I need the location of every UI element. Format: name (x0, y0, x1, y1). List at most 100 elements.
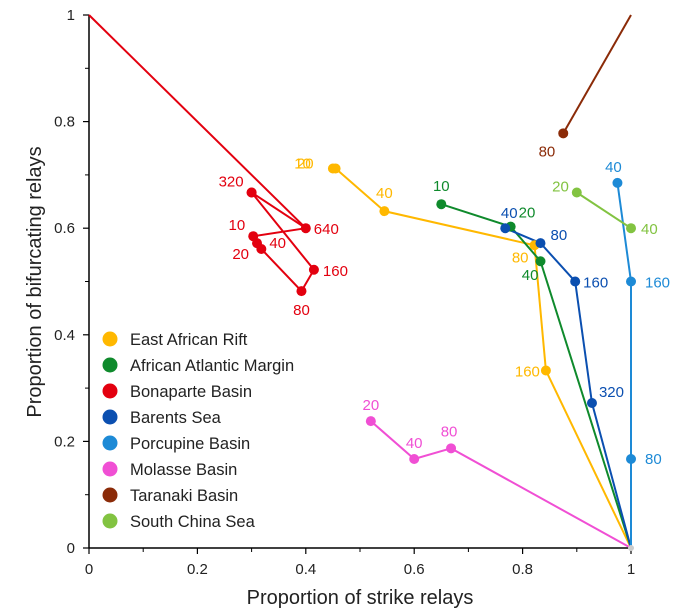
y-tick-label: 0.4 (54, 327, 75, 344)
data-label: 80 (441, 423, 458, 440)
data-point (379, 206, 390, 217)
legend-label: Taranaki Basin (130, 487, 238, 505)
axis-ticks: 0 0.2 0.4 0.6 0.8 100.20.40.60.81 (54, 7, 635, 578)
data-label: 40 (406, 435, 423, 452)
data-label: 20 (297, 156, 314, 173)
data-point (500, 223, 511, 234)
data-label: 20 (362, 397, 379, 414)
data-point (365, 416, 376, 427)
data-label: 160 (583, 275, 608, 292)
frame-lines (88, 14, 632, 229)
data-label: 40 (605, 159, 622, 176)
legend-item: East African Rift (102, 331, 248, 349)
data-point (586, 398, 597, 409)
x-tick-label: 0.2 (187, 561, 208, 578)
data-label: 320 (219, 173, 244, 190)
data-point (296, 286, 307, 297)
data-label: 160 (323, 263, 348, 280)
data-point (570, 276, 581, 287)
data-label: 80 (512, 249, 529, 266)
data-label: 40 (641, 221, 658, 238)
legend-swatch (102, 487, 118, 503)
legend-label: South China Sea (130, 513, 256, 531)
legend-item: Bonaparte Basin (102, 383, 252, 401)
data-label: 10 (229, 217, 246, 234)
x-tick-label: 0.4 (295, 561, 316, 578)
data-label: 320 (599, 384, 624, 401)
data-label: 10 (433, 178, 450, 195)
x-tick-label: 0.8 (512, 561, 533, 578)
legend-label: Porcupine Basin (130, 435, 250, 453)
data-point (571, 187, 582, 198)
x-tick-label: 1 (627, 561, 635, 578)
data-label: 40 (522, 267, 539, 284)
data-label: 80 (293, 302, 310, 319)
data-point (256, 243, 267, 254)
data-label: 40 (269, 235, 286, 252)
frame-line (88, 14, 307, 229)
legend-swatch (102, 435, 118, 451)
data-point (308, 264, 319, 275)
x-axis-label: Proportion of strike relays (247, 587, 474, 609)
data-label: 40 (376, 185, 393, 202)
data-label: 40 (501, 205, 518, 222)
data-label: 160 (645, 275, 670, 292)
y-axis-label: Proportion of bifurcating relays (24, 146, 46, 417)
y-tick-label: 0.2 (54, 433, 75, 450)
data-point (626, 453, 636, 464)
data-label: 20 (519, 205, 536, 222)
series-line (370, 420, 632, 549)
legend-label: African Atlantic Margin (130, 357, 294, 375)
data-point (628, 545, 634, 551)
data-point (535, 238, 546, 249)
legend-swatch (102, 383, 118, 399)
data-point (409, 453, 420, 464)
data-label: 20 (552, 178, 569, 195)
data-point (327, 163, 338, 174)
data-point (626, 223, 636, 234)
data-point (626, 276, 636, 287)
y-tick-label: 1 (67, 7, 75, 24)
legend-swatch (102, 513, 118, 529)
legend-label: East African Rift (130, 331, 248, 349)
x-tick-label: 0 (85, 561, 93, 578)
data-point (535, 256, 546, 267)
x-tick-label: 0.6 (404, 561, 425, 578)
data-label: 20 (232, 246, 249, 263)
data-label: 640 (314, 221, 339, 238)
data-point (436, 199, 447, 210)
legend-swatch (102, 331, 118, 347)
data-point (540, 365, 551, 376)
data-point (612, 177, 623, 188)
data-point (446, 443, 457, 454)
series-points (246, 128, 636, 551)
y-tick-label: 0 (67, 540, 75, 557)
frame-line (562, 14, 632, 134)
series-line (576, 191, 632, 230)
series-line (616, 182, 632, 548)
legend-item: African Atlantic Margin (102, 357, 294, 375)
legend-item: Taranaki Basin (102, 487, 238, 505)
legend-item: Molasse Basin (102, 461, 237, 479)
legend: East African Rift African Atlantic Margin… (102, 331, 294, 531)
series-line (440, 203, 632, 549)
data-label: 160 (515, 364, 540, 381)
legend-swatch (102, 461, 118, 477)
legend-swatch (102, 357, 118, 373)
y-tick-label: 0.8 (54, 114, 75, 131)
legend-item: South China Sea (102, 513, 256, 531)
point-labels: 2040801601010204032064010204080160408016… (219, 143, 670, 468)
legend-label: Bonaparte Basin (130, 383, 252, 401)
data-label: 80 (539, 143, 556, 160)
data-point (558, 128, 569, 139)
data-label: 10 (294, 156, 311, 173)
legend-swatch (102, 409, 118, 425)
data-point (246, 187, 257, 198)
legend-item: Porcupine Basin (102, 435, 250, 453)
legend-label: Molasse Basin (130, 461, 237, 479)
legend-item: Barents Sea (102, 409, 222, 427)
data-point (300, 223, 311, 234)
y-tick-label: 0.6 (54, 220, 75, 237)
data-label: 80 (550, 227, 567, 244)
